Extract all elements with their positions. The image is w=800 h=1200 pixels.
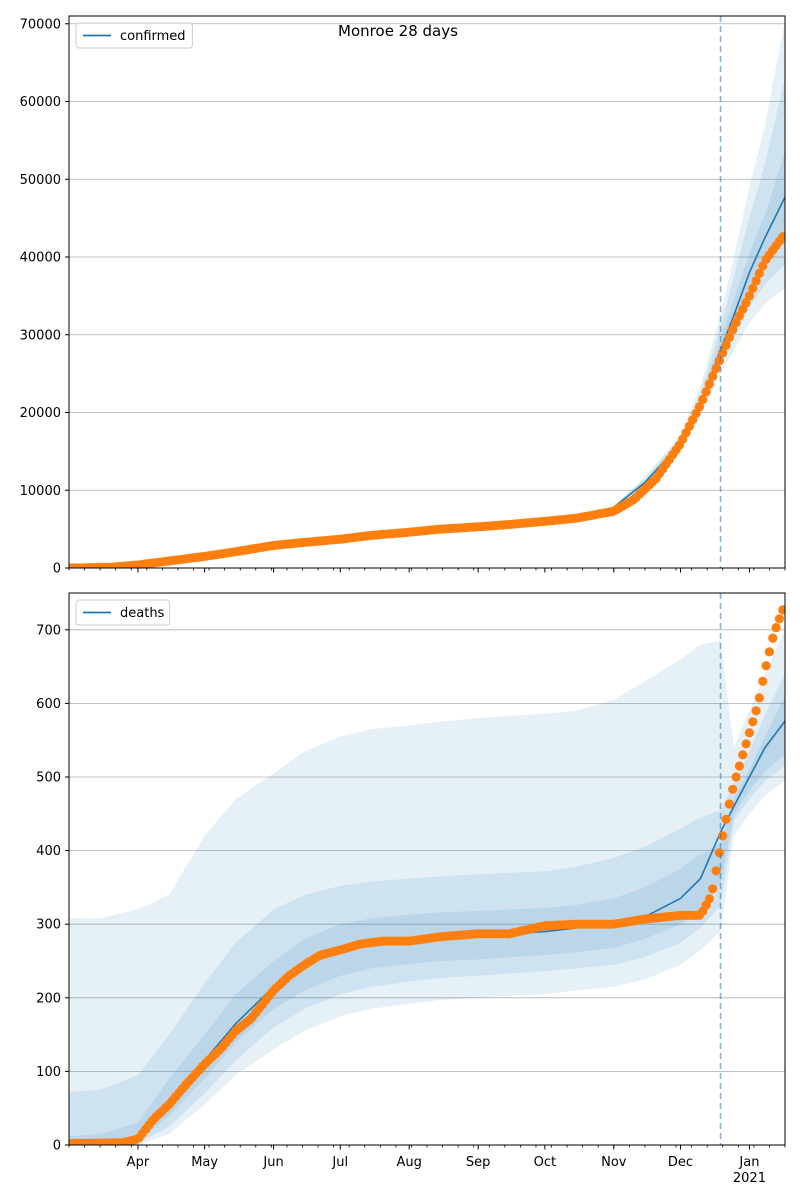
chart-0-data-area [69,19,785,568]
chart-1-observed-point [774,614,785,624]
chart-0-observed-point [708,371,718,381]
chart-1-legend-label: deaths [120,606,165,621]
chart-1-observed-point [714,848,725,858]
chart-1-xtick-label-7: Nov [601,1155,627,1170]
chart-1-legend-box [75,599,171,626]
chart-0-observed-point [724,332,735,342]
chart-1-observed-point [744,728,755,738]
chart-0-observed-point [778,232,785,242]
chart-1-observed-point [738,750,748,760]
chart-1-ytick-label-0: 0 [53,1139,61,1154]
chart-0-model-line [69,196,785,568]
chart-0-ytick-label-7: 70000 [20,17,61,32]
chart-0-observed-point [698,394,708,405]
chart-1-band-1 [69,674,785,1145]
chart-0-observed-point [721,340,731,350]
chart-1-observed-point [758,676,768,686]
chart-0-legend-box [75,22,193,49]
chart-0-observed-point [728,325,738,335]
chart-0-observed-point [704,379,715,389]
chart-1-observed-point [741,739,751,749]
chart-0-observed-point [711,363,721,374]
chart-1-ytick-label-1: 100 [36,1065,61,1080]
chart-1-band-2 [69,696,785,1145]
chart-1-xtick-label-6: Oct [534,1155,556,1170]
chart-1-observed-point [771,623,781,633]
chart-1-ytick-label-2: 200 [36,991,61,1006]
chart-1-observed-point [751,706,761,716]
chart-1-observed-point [754,693,765,703]
chart-1-observed-point [734,761,745,771]
chart-1-xtick-label-9-line2: 2021 [733,1171,766,1186]
chart-0-ytick-label-0: 0 [53,562,61,577]
chart-0-observed-point [748,283,758,293]
chart-0-ytick-label-6: 60000 [20,95,61,110]
chart-0-legend-label: confirmed [120,29,186,44]
chart-1-observed-series [69,605,785,1145]
chart-0-observed-series [69,232,785,568]
chart-1-observed-point [748,717,758,727]
chart-1-observed-point [764,647,775,657]
chart-0-observed-point [744,291,755,301]
deaths-panel: 0 100 200 300 400 500 600 700 Apr May Jun Jul Aug Sep… [36,592,786,1186]
chart-0-ytick-label-4: 40000 [20,251,61,266]
chart-1-observed-point [708,884,718,894]
chart-1-observed-point [721,814,731,824]
chart-1-ytick-label-6: 600 [36,697,61,712]
chart-0-observed-point [694,402,705,412]
chart-1-xtick-label-3: Jul [331,1155,348,1170]
chart-1-xtick-label-1: May [191,1155,218,1170]
chart-0-observed-point [714,356,725,366]
chart-0-observed-point [701,387,711,397]
chart-0-ytick-label-2: 20000 [20,406,61,421]
chart-1-observed-point [731,772,741,782]
figure-title: Monroe 28 days [338,22,458,40]
chart-1-observed-point [704,894,715,904]
chart-1-ytick-label-5: 500 [36,771,61,786]
chart-1-xtick-label-8: Dec [668,1155,693,1170]
chart-1-observed-point [711,866,721,876]
chart-1-ytick-label-4: 400 [36,844,61,859]
chart-1-xtick-label-9: Jan [738,1155,759,1170]
chart-0-ytick-label-3: 30000 [20,328,61,343]
chart-0-observed-point [751,276,761,286]
chart-1-ytick-label-7: 700 [36,623,61,638]
chart-1-observed-point [728,784,738,794]
chart-0-ytick-label-5: 50000 [20,173,61,188]
chart-1-data-area [69,605,785,1145]
chart-1-observed-point [761,661,771,671]
chart-1-xtick-label-0: Apr [127,1155,150,1170]
confirmed-panel: 0 10000 20000 30000 40000 50000 60000 70000 conf… [20,15,786,577]
chart-1-observed-point [724,799,735,809]
chart-1-observed-point [768,633,778,643]
chart-0-axes-frame [68,15,786,569]
chart-0-observed-point [754,268,765,278]
chart-1-observed-point [778,605,785,615]
chart-0-ytick-label-1: 10000 [20,484,61,499]
chart-1-observed-point [718,831,728,841]
chart-1-xtick-label-2: Jun [262,1155,283,1170]
chart-1-xtick-label-4: Aug [397,1155,422,1170]
chart-1-ytick-label-3: 300 [36,918,61,933]
chart-1-xtick-label-5: Sep [466,1155,491,1170]
